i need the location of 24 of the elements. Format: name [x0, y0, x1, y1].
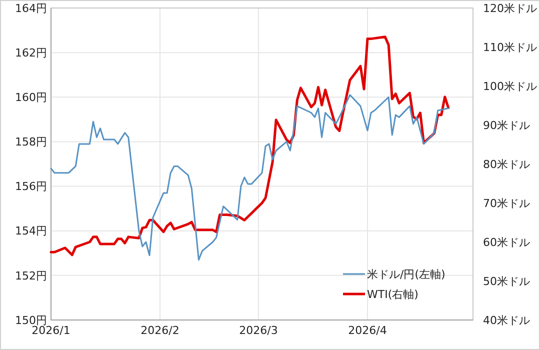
y2-tick-label: 50米ドル — [483, 274, 530, 288]
x-tick-label: 2026/4 — [348, 324, 387, 337]
y-tick-label: 154円 — [15, 224, 47, 238]
x-tick-label: 2026/3 — [239, 324, 278, 337]
y2-tick-label: 60米ドル — [483, 236, 530, 249]
line-series — [50, 94, 450, 261]
legend-label: WTI(右軸) — [367, 288, 418, 301]
y-tick-label: 156円 — [15, 180, 47, 194]
y2-tick-label: 40米ドル — [483, 314, 530, 327]
y2-tick-label: 70米ドル — [483, 196, 530, 210]
y2-tick-label: 80米ドル — [483, 158, 530, 171]
x-tick-label: 2026/1 — [32, 324, 70, 337]
y2-tick-label: 90米ドル — [483, 118, 530, 132]
y-tick-label: 150円 — [15, 314, 47, 327]
y-tick-label: 162円 — [15, 46, 47, 60]
y2-tick-label: 110米ドル — [483, 40, 537, 54]
legend-label: 米ドル/円(左軸) — [367, 268, 446, 281]
y2-tick-label: 120米ドル — [483, 2, 537, 15]
y-tick-label: 160円 — [15, 90, 47, 104]
y-tick-label: 152円 — [15, 269, 47, 282]
y2-tick-label: 100米ドル — [483, 80, 537, 93]
x-tick-label: 2026/2 — [140, 324, 180, 337]
y-tick-label: 164円 — [15, 2, 47, 15]
y-tick-label: 158円 — [15, 136, 47, 149]
